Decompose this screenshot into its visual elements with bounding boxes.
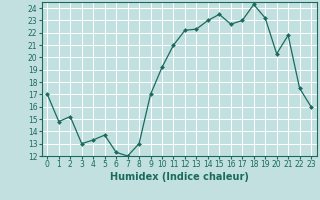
- X-axis label: Humidex (Indice chaleur): Humidex (Indice chaleur): [110, 172, 249, 182]
